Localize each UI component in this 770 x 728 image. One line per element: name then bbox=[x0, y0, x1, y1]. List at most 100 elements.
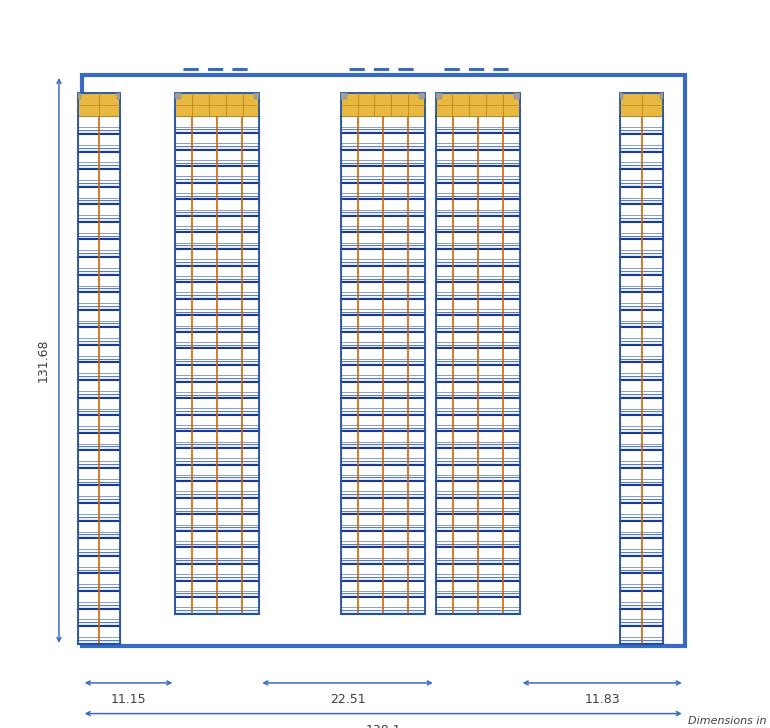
Bar bbox=[79, 359, 119, 363]
Bar bbox=[341, 610, 424, 614]
Bar bbox=[79, 411, 119, 415]
Bar bbox=[621, 200, 662, 204]
Bar bbox=[436, 93, 520, 614]
Bar bbox=[341, 561, 424, 563]
Bar bbox=[79, 482, 119, 486]
Bar bbox=[437, 378, 519, 381]
Bar bbox=[79, 622, 119, 626]
Bar bbox=[341, 196, 424, 199]
Text: 138.1: 138.1 bbox=[366, 724, 401, 728]
Bar bbox=[79, 376, 119, 380]
Bar bbox=[660, 93, 663, 100]
Bar bbox=[621, 376, 662, 380]
Text: Dimensions in feet.: Dimensions in feet. bbox=[688, 716, 770, 726]
Bar bbox=[341, 162, 424, 166]
Bar bbox=[341, 146, 424, 149]
Bar bbox=[176, 610, 259, 614]
Bar bbox=[79, 165, 119, 169]
Bar bbox=[621, 93, 663, 644]
Bar bbox=[436, 93, 441, 100]
Bar bbox=[176, 229, 259, 232]
Bar bbox=[437, 179, 519, 183]
Bar bbox=[437, 295, 519, 298]
Bar bbox=[341, 510, 424, 514]
Bar bbox=[621, 429, 662, 432]
Bar bbox=[176, 93, 259, 614]
Bar bbox=[437, 312, 519, 315]
Bar bbox=[437, 610, 519, 614]
Bar bbox=[176, 196, 259, 199]
Bar bbox=[78, 93, 120, 116]
Bar bbox=[176, 461, 259, 464]
Bar bbox=[621, 130, 662, 134]
Bar bbox=[79, 464, 119, 467]
Bar bbox=[79, 288, 119, 292]
Bar bbox=[341, 213, 424, 215]
Bar bbox=[341, 295, 424, 298]
Bar bbox=[621, 359, 662, 363]
Bar bbox=[176, 395, 259, 398]
Bar bbox=[79, 236, 119, 240]
Bar bbox=[82, 75, 685, 646]
Bar bbox=[117, 93, 120, 100]
Bar bbox=[621, 587, 662, 590]
Bar bbox=[176, 577, 259, 580]
Text: 131.68: 131.68 bbox=[37, 339, 50, 382]
Bar bbox=[437, 461, 519, 464]
Bar bbox=[341, 179, 424, 183]
Bar bbox=[341, 328, 424, 332]
Bar bbox=[437, 328, 519, 332]
Bar bbox=[79, 323, 119, 327]
Text: 11.83: 11.83 bbox=[584, 693, 620, 706]
Bar bbox=[79, 306, 119, 309]
Bar bbox=[341, 494, 424, 497]
Bar bbox=[437, 593, 519, 597]
Bar bbox=[621, 271, 662, 274]
Bar bbox=[176, 593, 259, 597]
Bar bbox=[79, 446, 119, 450]
Bar bbox=[253, 93, 259, 100]
Bar bbox=[79, 640, 119, 644]
Bar bbox=[621, 446, 662, 450]
Bar bbox=[79, 183, 119, 186]
Bar bbox=[79, 534, 119, 538]
Bar bbox=[176, 130, 259, 132]
Bar bbox=[79, 341, 119, 344]
Bar bbox=[341, 395, 424, 398]
Bar bbox=[176, 544, 259, 547]
Bar bbox=[621, 165, 662, 169]
Bar bbox=[341, 444, 424, 448]
Bar bbox=[436, 93, 520, 116]
Bar bbox=[79, 605, 119, 608]
Bar bbox=[437, 428, 519, 431]
Bar bbox=[79, 394, 119, 397]
Bar bbox=[176, 93, 181, 100]
Bar bbox=[176, 146, 259, 149]
Bar bbox=[79, 253, 119, 257]
Bar bbox=[341, 461, 424, 464]
Bar bbox=[341, 378, 424, 381]
Bar bbox=[437, 510, 519, 514]
Bar bbox=[437, 196, 519, 199]
Bar bbox=[176, 362, 259, 365]
Bar bbox=[437, 213, 519, 215]
Bar bbox=[341, 411, 424, 414]
Bar bbox=[341, 362, 424, 365]
Bar bbox=[341, 312, 424, 315]
Bar bbox=[437, 262, 519, 265]
Bar bbox=[621, 517, 662, 521]
Bar bbox=[437, 130, 519, 132]
Bar bbox=[79, 271, 119, 274]
Bar bbox=[514, 93, 520, 100]
Bar bbox=[341, 279, 424, 282]
Bar bbox=[437, 395, 519, 398]
Bar bbox=[437, 345, 519, 348]
Bar bbox=[437, 229, 519, 232]
Bar bbox=[341, 229, 424, 232]
Bar bbox=[621, 534, 662, 538]
Bar bbox=[176, 245, 259, 249]
Bar bbox=[176, 561, 259, 563]
Bar bbox=[436, 93, 520, 614]
Bar bbox=[341, 262, 424, 265]
Bar bbox=[437, 577, 519, 580]
